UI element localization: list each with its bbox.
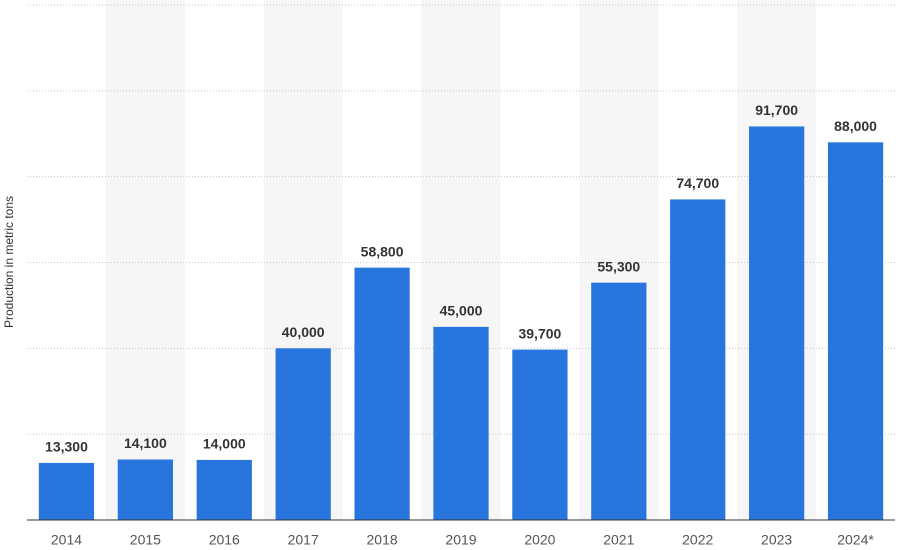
x-tick-label: 2015: [130, 532, 161, 548]
value-label: 40,000: [282, 324, 325, 340]
bar: [196, 459, 252, 520]
bar: [670, 199, 726, 520]
x-tick-label: 2016: [209, 532, 240, 548]
value-label: 14,100: [124, 435, 167, 451]
bar: [354, 267, 410, 520]
y-axis-label: Production in metric tons: [2, 196, 16, 328]
value-label: 14,000: [203, 436, 246, 452]
value-label: 45,000: [440, 303, 483, 319]
x-tick-label: 2018: [367, 532, 398, 548]
value-label: 91,700: [755, 102, 798, 118]
bar: [117, 459, 173, 520]
value-label: 13,300: [45, 439, 88, 455]
value-label: 55,300: [597, 258, 640, 274]
x-tick-label: 2023: [761, 532, 792, 548]
bar: [433, 326, 489, 520]
bar: [591, 282, 647, 520]
x-tick-label: 2017: [288, 532, 319, 548]
x-tick-label: 2021: [603, 532, 634, 548]
value-label: 58,800: [361, 243, 404, 259]
column-shade: [105, 0, 185, 520]
value-label: 88,000: [834, 118, 877, 134]
bar: [512, 349, 568, 520]
bar: [827, 142, 884, 521]
bar: [749, 126, 805, 521]
value-label: 39,700: [518, 325, 561, 341]
bar: [38, 462, 95, 520]
x-tick-label: 2019: [445, 532, 476, 548]
x-tick-label: 2020: [524, 532, 555, 548]
value-label: 74,700: [676, 175, 719, 191]
x-tick-label: 2022: [682, 532, 713, 548]
x-tick-label: 2014: [51, 532, 82, 548]
bar: [275, 348, 331, 520]
x-tick-label: 2024*: [837, 532, 874, 548]
